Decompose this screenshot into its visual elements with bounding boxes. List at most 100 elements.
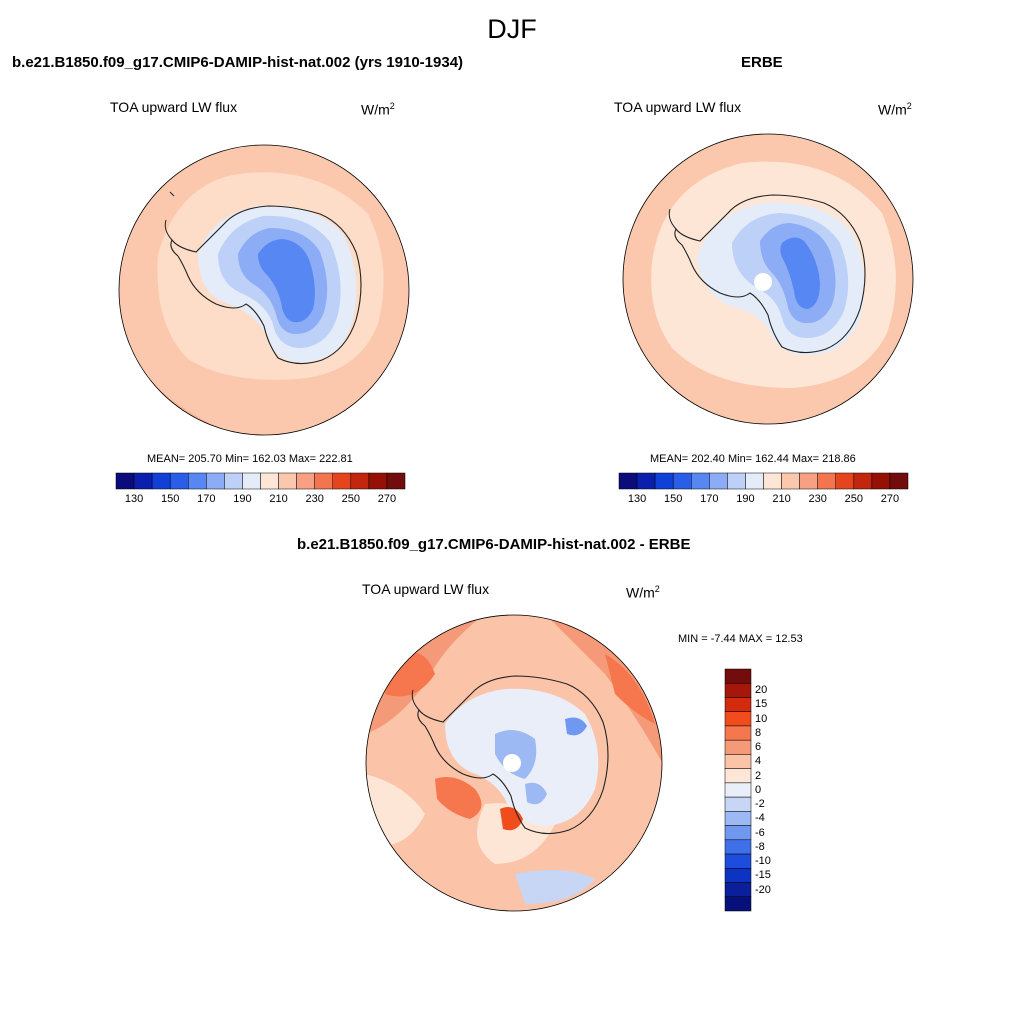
model-colorbar — [115, 472, 406, 490]
colorbar-tick-label: 130 — [124, 493, 144, 505]
colorbar-tick-label: -10 — [755, 855, 771, 868]
model-polar-map — [118, 144, 410, 436]
colorbar-tick-label: 150 — [161, 493, 180, 505]
colorbar-swatch — [799, 472, 818, 490]
colorbar-swatch — [724, 782, 752, 798]
colorbar-tick-label: 170 — [197, 493, 216, 505]
colorbar-swatch — [206, 472, 225, 490]
colorbar-swatch — [636, 472, 656, 490]
colorbar-tick-label: -20 — [755, 883, 771, 896]
colorbar-tick-label: 6 — [755, 741, 762, 754]
colorbar-swatch — [724, 811, 752, 826]
colorbar-tick-label: -6 — [755, 826, 765, 839]
colorbar-swatch — [724, 711, 752, 727]
colorbar-tick-label: 190 — [736, 493, 755, 505]
colorbar-tick-label: -8 — [755, 840, 765, 853]
colorbar-swatch — [386, 472, 406, 490]
colorbar-tick-label: 2 — [755, 769, 762, 782]
colorbar-swatch — [781, 472, 800, 490]
colorbar-swatch — [724, 768, 752, 784]
colorbar-swatch — [745, 472, 764, 490]
colorbar-swatch — [314, 472, 333, 490]
colorbar-swatch — [368, 472, 388, 490]
colorbar-swatch — [260, 472, 279, 490]
diff-polar-map — [365, 614, 663, 912]
colorbar-swatch — [724, 682, 752, 698]
colorbar-swatch — [242, 472, 261, 490]
colorbar-tick-label: 250 — [341, 493, 360, 505]
colorbar-swatch — [278, 472, 297, 490]
colorbar-swatch — [724, 853, 752, 869]
colorbar-tick-label: -4 — [755, 812, 765, 825]
colorbar-tick-label: 230 — [305, 493, 324, 505]
colorbar-tick-label: -15 — [755, 869, 771, 882]
colorbar-tick-label: 15 — [755, 698, 768, 711]
colorbar-swatch — [724, 882, 752, 898]
colorbar-swatch — [724, 825, 752, 841]
colorbar-tick-label: 230 — [808, 493, 827, 505]
colorbar-tick-label: 130 — [627, 493, 647, 505]
colorbar-swatch — [724, 739, 752, 755]
colorbar-swatch — [817, 472, 836, 490]
colorbar-swatch — [618, 472, 638, 490]
colorbar-swatch — [724, 725, 752, 741]
diff-colorbar — [724, 668, 752, 912]
colorbar-swatch — [169, 472, 189, 490]
colorbar-tick-label: 150 — [664, 493, 683, 505]
colorbar-swatch — [654, 472, 674, 490]
colorbar-swatch — [889, 472, 909, 490]
page-title: DJF — [487, 14, 537, 44]
colorbar-tick-label: 4 — [755, 755, 762, 768]
colorbar-swatch — [763, 472, 782, 490]
colorbar-tick-label: 270 — [880, 493, 900, 505]
diff-units-label: W/m2 — [626, 584, 660, 601]
colorbar-swatch — [871, 472, 891, 490]
colorbar-swatch — [835, 472, 855, 490]
diff-stats: MIN = -7.44 MAX = 12.53 — [678, 633, 803, 645]
colorbar-tick-label: 250 — [844, 493, 863, 505]
model-variable-label: TOA upward LW flux — [110, 99, 238, 115]
colorbar-swatch — [853, 472, 873, 490]
colorbar-swatch — [691, 472, 710, 490]
colorbar-swatch — [332, 472, 352, 490]
colorbar-swatch — [296, 472, 315, 490]
colorbar-swatch — [151, 472, 171, 490]
colorbar-swatch — [709, 472, 728, 490]
diff-panel-title: b.e21.B1850.f09_g17.CMIP6-DAMIP-hist-nat… — [297, 536, 691, 553]
colorbar-tick-label: 0 — [755, 783, 762, 796]
colorbar-tick-label: 10 — [755, 712, 768, 725]
colorbar-tick-label: 190 — [233, 493, 252, 505]
colorbar-swatch — [672, 472, 692, 490]
colorbar-swatch — [188, 472, 207, 490]
obs-polar-map — [622, 133, 914, 425]
colorbar-swatch — [224, 472, 243, 490]
obs-variable-label: TOA upward LW flux — [614, 99, 742, 115]
colorbar-tick-label: 170 — [700, 493, 719, 505]
colorbar-swatch — [724, 697, 752, 712]
obs-panel-title: ERBE — [741, 54, 783, 71]
obs-colorbar — [618, 472, 909, 490]
colorbar-tick-label: 210 — [269, 493, 288, 505]
colorbar-tick-label: 210 — [772, 493, 791, 505]
colorbar-tick-label: 270 — [377, 493, 397, 505]
colorbar-swatch — [724, 896, 752, 912]
obs-stats: MEAN= 202.40 Min= 162.44 Max= 218.86 — [650, 453, 856, 465]
colorbar-swatch — [727, 472, 746, 490]
colorbar-swatch — [350, 472, 370, 490]
colorbar-swatch — [724, 839, 752, 855]
colorbar-swatch — [724, 796, 752, 812]
colorbar-swatch — [724, 868, 752, 883]
colorbar-tick-label: 8 — [755, 726, 762, 739]
model-stats: MEAN= 205.70 Min= 162.03 Max= 222.81 — [147, 453, 353, 465]
colorbar-swatch — [724, 668, 752, 684]
diff-variable-label: TOA upward LW flux — [362, 581, 490, 597]
model-units-label: W/m2 — [361, 101, 395, 118]
colorbar-tick-label: -2 — [755, 798, 765, 811]
colorbar-swatch — [133, 472, 153, 490]
colorbar-tick-label: 20 — [755, 684, 768, 697]
model-panel-title: b.e21.B1850.f09_g17.CMIP6-DAMIP-hist-nat… — [12, 54, 464, 71]
colorbar-swatch — [115, 472, 135, 490]
colorbar-swatch — [724, 754, 752, 769]
obs-units-label: W/m2 — [878, 101, 912, 118]
